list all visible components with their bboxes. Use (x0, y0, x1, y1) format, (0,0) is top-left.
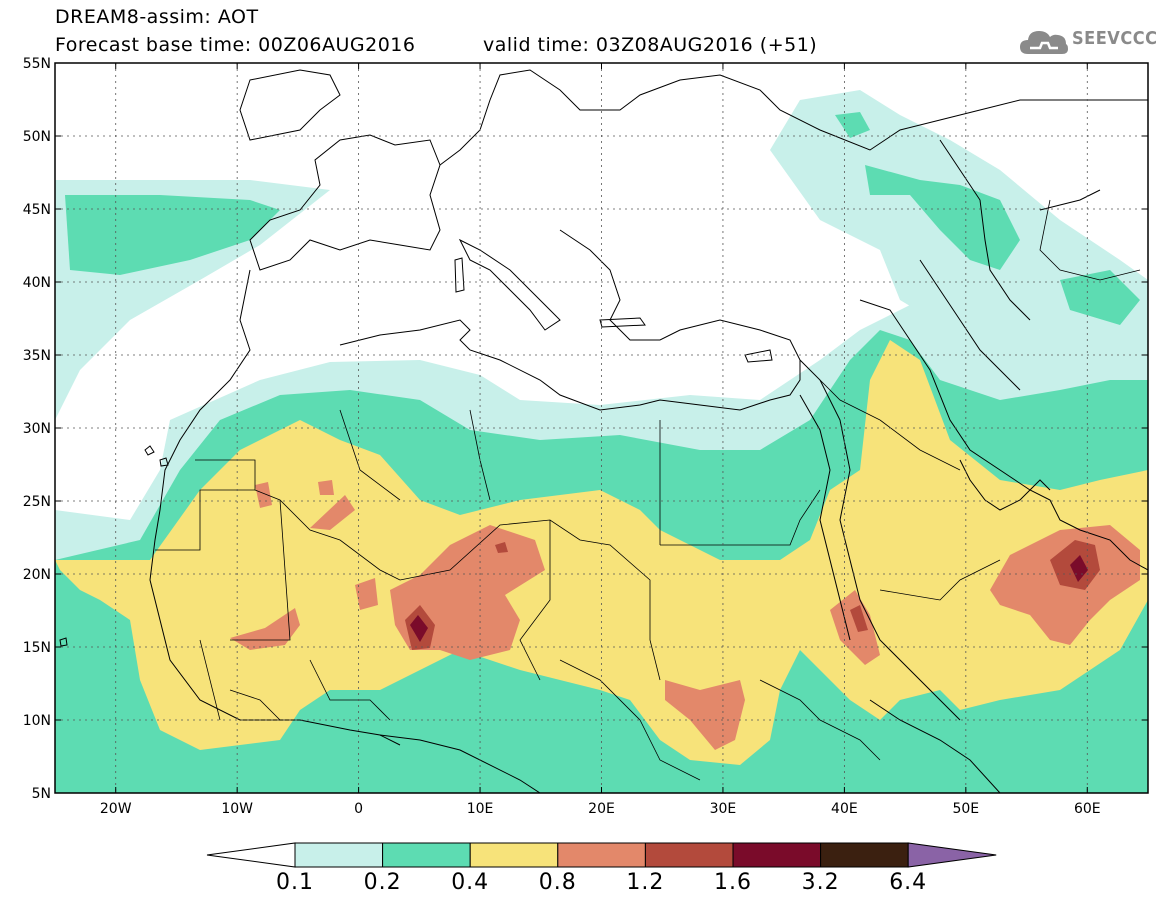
map-title: DREAM8-assim: AOT (55, 6, 259, 28)
lon-tick-label: 10E (467, 801, 494, 817)
aot-band-0.8-algeria (355, 578, 378, 610)
aot-band-1.6-niger (410, 615, 428, 642)
colorbar-label: 0.1 (276, 870, 314, 895)
aot-band-1.2-eritrea (850, 605, 868, 632)
lat-tick-label: 10N (23, 713, 51, 729)
lon-tick-label: 40E (831, 801, 858, 817)
lon-tick-label: 50E (952, 801, 979, 817)
aot-band-0.2-turkmen (1060, 270, 1140, 325)
lat-tick-label: 35N (23, 348, 51, 364)
aot-band-0.8-south-algeria (310, 495, 355, 530)
colorbar-swatch (294, 842, 384, 868)
colorbar-label: 1.6 (714, 870, 752, 895)
colorbar (206, 842, 997, 868)
aot-band-0.4-west-africa (55, 340, 1148, 765)
colorbar-arrow-high (907, 842, 997, 868)
colorbar-swatch (469, 842, 559, 868)
colorbar-label: 0.8 (538, 870, 577, 895)
lat-tick-label: 20N (23, 567, 51, 583)
lat-tick-label: 45N (23, 202, 51, 218)
graticule (55, 63, 1148, 793)
logo-text: SEEVCCC (1072, 28, 1158, 49)
lat-tick-label: 50N (23, 129, 51, 145)
colorbar-label: 3.2 (801, 870, 840, 895)
colorbar-swatch (382, 842, 471, 868)
axis-ticks: 20W 10W 0 10E 20E 30E 40E 50E 60E 55N 50N 45N 40N 35N… (23, 56, 1148, 817)
colorbar-swatch (644, 842, 734, 868)
lon-tick-label: 60E (1074, 801, 1101, 817)
colorbar-label: 0.2 (363, 870, 402, 895)
lat-tick-label: 15N (23, 640, 51, 656)
colorbar-label: 1.2 (626, 870, 665, 895)
colorbar-label: 0.4 (451, 870, 490, 895)
aot-band-0.8-mali (230, 608, 300, 650)
colorbar-swatch (557, 842, 646, 868)
aot-band-0.2-atlantic (65, 195, 280, 275)
aot-band-0.2-blacksea (835, 112, 870, 138)
country-borders (155, 199, 1141, 781)
aot-band-0.8-mauritania (255, 482, 272, 508)
lon-tick-label: 30E (710, 801, 737, 817)
aot-band-0.2-caucasus (865, 165, 1020, 270)
lon-tick-label: 20W (100, 801, 132, 817)
islands (59, 257, 773, 647)
valid-time: valid time: 03Z08AUG2016 (+51) (483, 34, 818, 56)
colorbar-swatch (820, 842, 909, 868)
aot-band-1.2-chad (495, 542, 508, 553)
colorbar-arrow-low (206, 842, 296, 868)
lat-tick-label: 30N (23, 421, 51, 437)
seevccc-logo: SEEVCCC (1018, 24, 1158, 58)
colorbar-swatch (732, 842, 822, 868)
lon-tick-label: 0 (354, 801, 363, 817)
lon-tick-label: 10W (221, 801, 253, 817)
aot-band-0.8-sudan (665, 680, 745, 750)
lat-tick-label: 55N (23, 56, 51, 72)
cloud-icon (1020, 31, 1068, 54)
lat-tick-label: 5N (32, 786, 51, 802)
aot-band-0.8-dot (318, 480, 334, 495)
lat-tick-label: 40N (23, 275, 51, 291)
forecast-base-time: Forecast base time: 00Z06AUG2016 (55, 34, 416, 56)
aot-band-1.6-arabia (1070, 555, 1088, 582)
colorbar-label: 6.4 (889, 870, 928, 895)
lon-tick-label: 20E (588, 801, 615, 817)
lat-tick-label: 25N (23, 494, 51, 510)
coastlines (149, 69, 1148, 793)
